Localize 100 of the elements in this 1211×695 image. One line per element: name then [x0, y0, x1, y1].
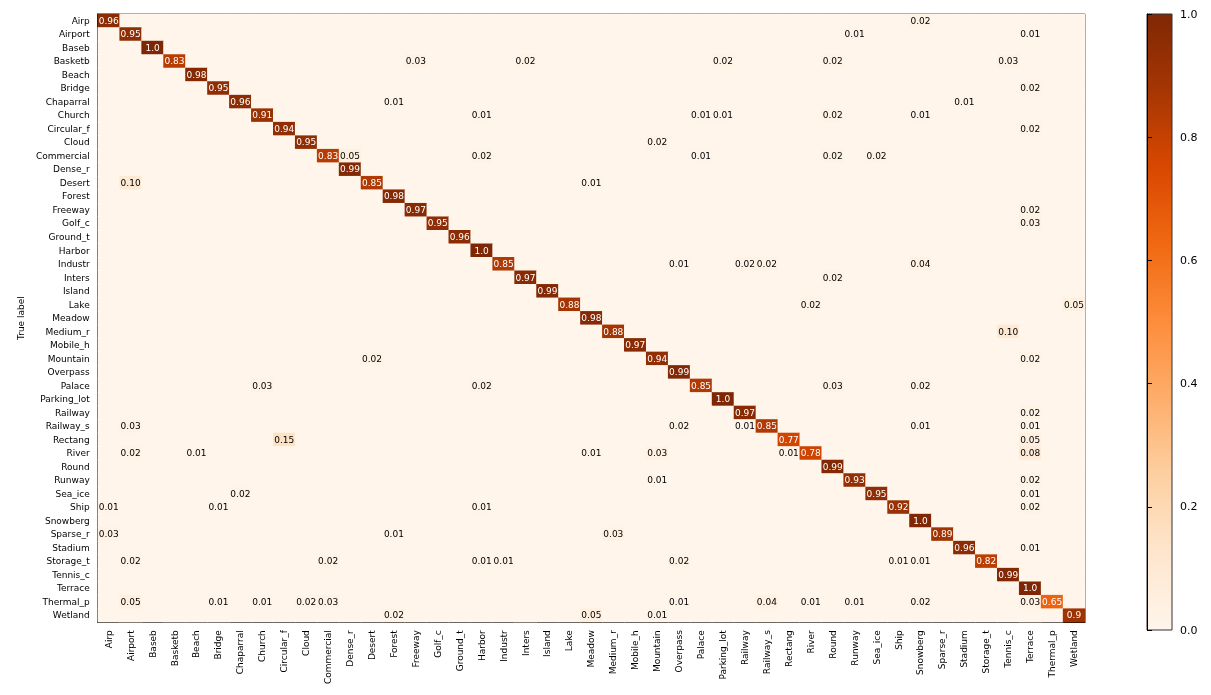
data-label: 0.93 [844, 475, 865, 486]
data-label: 0.01 [647, 610, 668, 621]
y-tick-label: Wetland [52, 610, 90, 621]
data-label: 0.10 [998, 326, 1019, 337]
y-tick-label: Baseb [62, 42, 90, 53]
data-label: 0.95 [296, 137, 317, 148]
x-tick-label: Golf_c [432, 630, 443, 658]
data-label: 0.02 [1020, 83, 1041, 94]
data-label: 0.78 [800, 448, 822, 459]
color-bar-label: 0.2 [1180, 500, 1198, 514]
data-label: 0.02 [230, 488, 251, 499]
data-label: 0.01 [910, 110, 931, 121]
y-tick-label: Parking_lot [40, 394, 91, 405]
data-label: 0.01 [800, 596, 821, 607]
data-label: 0.01 [844, 29, 865, 40]
data-label: 0.01 [208, 502, 229, 513]
x-tick-label: Circular_f [279, 629, 290, 673]
x-tick-label: Stadium [959, 630, 970, 668]
data-label: 0.02 [822, 56, 843, 67]
data-label: 0.85 [756, 421, 777, 432]
data-label: 0.02 [1020, 407, 1041, 418]
data-label: 0.01 [647, 475, 668, 486]
data-label: 0.94 [647, 353, 668, 364]
y-tick-label: Inters [63, 272, 91, 283]
y-tick-label: Medium_r [45, 326, 91, 337]
data-label: 0.05 [1064, 299, 1085, 310]
y-tick-label: Beach [61, 69, 90, 80]
y-tick-label: Desert [59, 177, 91, 188]
data-label: 0.02 [383, 610, 404, 621]
y-tick-label: Lake [68, 299, 91, 310]
data-label: 0.95 [427, 218, 448, 229]
y-tick-label: Commercial [35, 150, 90, 161]
x-tick-label: Lake [564, 629, 575, 652]
data-label: 0.03 [1020, 218, 1041, 229]
x-tick-label: Thermal_p [1047, 629, 1058, 679]
x-tick-label: Forest [388, 629, 399, 658]
data-label: 0.01 [493, 556, 514, 567]
x-tick-label: Sparse_r [937, 629, 948, 670]
data-label: 0.01 [1020, 421, 1041, 432]
data-label: 0.03 [822, 380, 843, 391]
y-tick-label: Terrace [55, 583, 91, 594]
data-label: 0.02 [471, 380, 492, 391]
data-label: 0.02 [361, 353, 382, 364]
data-label: 0.91 [252, 110, 273, 121]
data-label: 0.05 [581, 610, 602, 621]
x-tick-label: Desert [366, 629, 377, 661]
data-label: 0.01 [1020, 488, 1041, 499]
data-label: 0.98 [581, 313, 602, 324]
data-label: 0.98 [383, 191, 405, 202]
y-axis-title: True label [15, 296, 26, 341]
data-label: 0.95 [208, 83, 229, 94]
data-label: 0.03 [252, 380, 273, 391]
data-label: 0.01 [669, 596, 690, 607]
data-label: 0.99 [669, 367, 690, 378]
data-label: 0.65 [1042, 596, 1063, 607]
data-label: 0.05 [340, 150, 361, 161]
x-tick-label: Ship [893, 629, 904, 650]
y-tick-label: Basketb [53, 56, 90, 67]
y-tick-label: Church [57, 110, 90, 121]
data-label: 0.01 [888, 556, 909, 567]
y-tick-label: Railway [54, 407, 91, 418]
x-tick-label: Railway_s [761, 629, 772, 675]
x-tick-label: Runway [849, 629, 860, 666]
data-label: 0.02 [296, 596, 317, 607]
color-bar-label: 1.0 [1180, 7, 1198, 21]
data-label: 0.88 [603, 326, 624, 337]
y-tick-label: Snowberg [44, 515, 90, 526]
data-label: 0.96 [954, 542, 975, 553]
x-tick-label: Cloud [301, 630, 312, 656]
data-label: 0.02 [318, 556, 339, 567]
y-tick-label: Mobile_h [49, 340, 90, 351]
data-label: 0.94 [274, 123, 295, 134]
y-tick-label: Golf_c [62, 218, 90, 229]
data-label: 0.02 [734, 259, 755, 270]
x-tick-label: Industr [498, 629, 509, 662]
x-tick-label: Island [542, 630, 553, 657]
data-label: 0.01 [691, 110, 712, 121]
x-tick-label: Round [827, 630, 838, 659]
y-tick-label: Mountain [47, 353, 90, 364]
data-label: 0.02 [910, 380, 931, 391]
data-label: 0.01 [712, 110, 734, 121]
data-label: 0.02 [471, 150, 492, 161]
data-label: 0.03 [405, 56, 426, 67]
data-label: 0.01 [471, 502, 492, 513]
data-label: 0.99 [537, 286, 558, 297]
x-tick-label: Inters [520, 629, 531, 656]
data-label: 0.03 [318, 596, 339, 607]
data-label: 0.02 [120, 556, 141, 567]
data-label: 0.10 [120, 177, 141, 188]
y-tick-label: Meadow [52, 313, 90, 324]
data-label: 0.02 [1020, 123, 1041, 134]
data-label: 0.03 [98, 529, 119, 540]
data-label: 0.05 [120, 596, 141, 607]
data-label: 1.0 [1022, 583, 1038, 594]
y-tick-label: Island [62, 286, 90, 297]
data-label: 0.96 [230, 96, 251, 107]
data-label: 0.02 [515, 56, 536, 67]
y-tick-label: Ground_t [48, 232, 91, 242]
data-label: 0.97 [515, 272, 536, 283]
y-tick-label: Circular_f [47, 123, 91, 134]
